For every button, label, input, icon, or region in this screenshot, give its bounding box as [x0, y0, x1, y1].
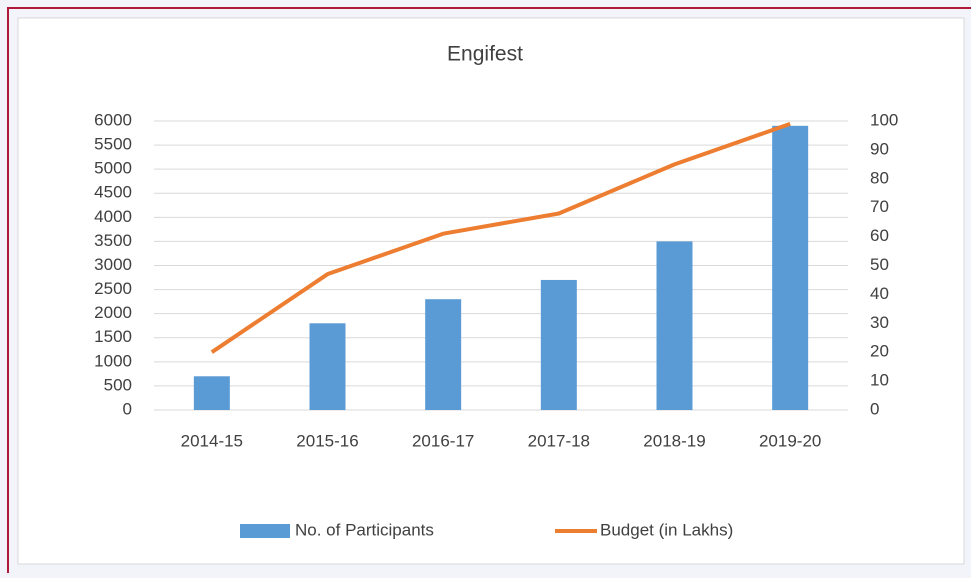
y-tick-label: 3500 [94, 231, 132, 250]
bar [425, 299, 462, 410]
x-tick-label: 2019-20 [759, 431, 821, 450]
bar [656, 241, 693, 410]
legend-label: Budget (in Lakhs) [600, 520, 733, 539]
y2-tick-label: 70 [870, 197, 889, 216]
legend-swatch [240, 524, 290, 538]
bar [309, 323, 346, 410]
x-tick-label: 2018-19 [643, 431, 705, 450]
y-tick-label: 5500 [94, 135, 132, 154]
x-tick-label: 2014-15 [181, 431, 243, 450]
y-tick-label: 3000 [94, 255, 132, 274]
y2-tick-label: 80 [870, 168, 889, 187]
y-tick-label: 6000 [94, 110, 132, 129]
line [210, 122, 791, 354]
y2-tick-label: 0 [870, 399, 879, 418]
legend-label: No. of Participants [295, 520, 434, 539]
x-tick-label: 2015-16 [296, 431, 358, 450]
bar [193, 376, 230, 410]
y-tick-label: 2500 [94, 279, 132, 298]
x-tick-label: 2016-17 [412, 431, 474, 450]
y2-tick-label: 90 [870, 139, 889, 158]
chart-area [17, 17, 965, 565]
bar [540, 279, 577, 410]
y2-tick-label: 40 [870, 284, 889, 303]
y2-tick-label: 100 [870, 110, 898, 129]
y2-tick-label: 20 [870, 342, 889, 361]
bar [772, 125, 809, 411]
y2-tick-label: 10 [870, 371, 889, 390]
x-tick-label: 2017-18 [528, 431, 590, 450]
y-tick-label: 0 [123, 399, 132, 418]
y-tick-label: 5000 [94, 159, 132, 178]
y-tick-label: 2000 [94, 303, 132, 322]
y-tick-label: 1000 [94, 351, 132, 370]
y-tick-label: 4000 [94, 207, 132, 226]
y-tick-label: 500 [104, 375, 132, 394]
chart-title: Engifest [447, 43, 523, 66]
y2-tick-label: 30 [870, 313, 889, 332]
y2-tick-label: 60 [870, 226, 889, 245]
y-tick-label: 4500 [94, 183, 132, 202]
y-tick-label: 1500 [94, 327, 132, 346]
y2-tick-label: 50 [870, 255, 889, 274]
